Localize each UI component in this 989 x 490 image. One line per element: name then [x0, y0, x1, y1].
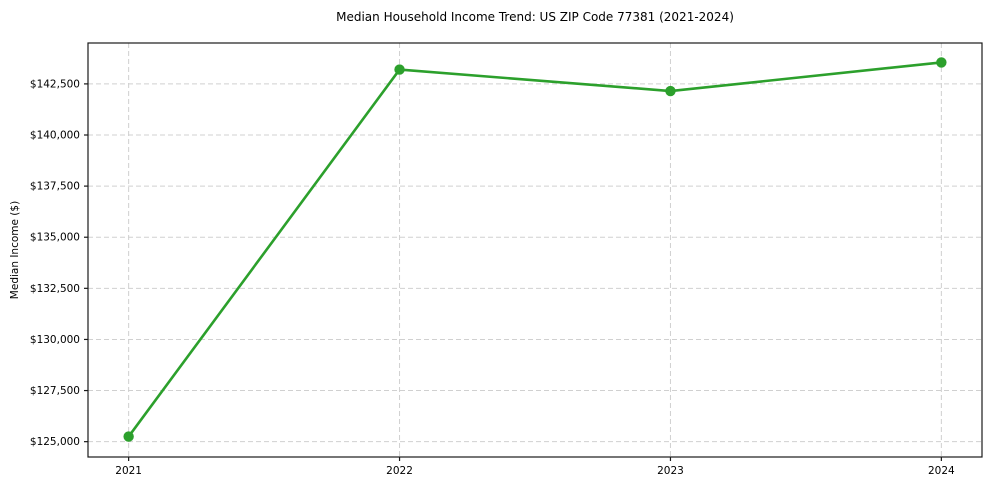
y-tick-label: $142,500: [30, 78, 80, 90]
x-tick-label: 2023: [657, 465, 684, 477]
data-point-2021: [123, 431, 134, 442]
y-tick-label: $137,500: [30, 181, 80, 193]
y-tick-label: $140,000: [30, 130, 80, 142]
y-tick-label: $127,500: [30, 385, 80, 397]
x-tick-label: 2021: [115, 465, 142, 477]
y-tick-label: $132,500: [30, 283, 80, 295]
y-tick-label: $135,000: [30, 232, 80, 244]
x-tick-label: 2022: [386, 465, 413, 477]
y-tick-label: $125,000: [30, 436, 80, 448]
data-point-2022: [394, 64, 405, 75]
chart-title: Median Household Income Trend: US ZIP Co…: [336, 10, 734, 24]
income-trend-line: [127, 61, 943, 438]
y-tick-label: $130,000: [30, 334, 80, 346]
data-point-2023: [665, 85, 676, 97]
data-point-2024: [936, 57, 947, 68]
x-tick-label: 2024: [928, 465, 955, 477]
plot-border: [87, 42, 983, 458]
y-axis-label: Median Income ($): [9, 200, 21, 300]
